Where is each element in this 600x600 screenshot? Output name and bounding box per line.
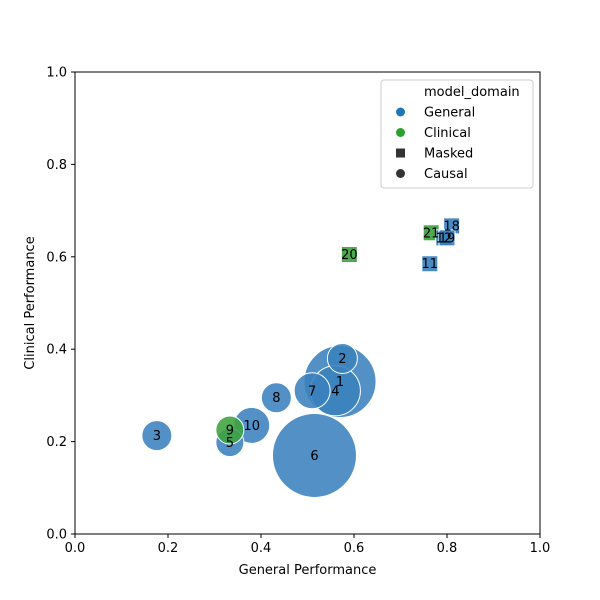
point-marker-6 [271, 412, 357, 498]
point-marker-20 [340, 245, 358, 263]
legend-label-masked: Masked [424, 147, 473, 162]
point-label-12: 12 [435, 231, 452, 246]
legend-label-causal: Causal [424, 167, 468, 182]
legend-marker-masked [396, 148, 405, 158]
x-tick-label: 0.8 [437, 541, 458, 556]
legend-frame [380, 79, 534, 189]
y-tick-label: 0.4 [46, 343, 67, 358]
x-tick-label: 0.0 [65, 541, 86, 556]
plot-frame [74, 71, 541, 535]
point-label-3: 3 [153, 429, 161, 444]
point-label-10: 10 [243, 419, 260, 434]
point-label-21: 21 [423, 226, 440, 241]
x-tick-label: 0.2 [158, 541, 179, 556]
y-tick-label: 0.8 [46, 158, 67, 173]
point-label-2: 2 [338, 352, 346, 367]
point-label-18: 18 [443, 219, 460, 234]
y-tick-label: 0.6 [46, 250, 67, 265]
legend: model_domain General Clinical Masked Causal [380, 79, 534, 189]
x-tick-label: 0.6 [344, 541, 365, 556]
legend-marker-causal [396, 169, 405, 178]
point-marker-2 [326, 342, 358, 374]
legend-marker-clinical [396, 128, 405, 137]
legend-title: model_domain [424, 85, 520, 100]
legend-marker-general [396, 107, 405, 117]
point-marker-19 [438, 229, 456, 247]
point-marker-11 [421, 255, 439, 273]
legend-entries: General Clinical Masked Causal [396, 106, 475, 182]
y-tick-label: 1.0 [46, 66, 67, 81]
legend-label-general: General [424, 106, 475, 121]
point-label-8: 8 [272, 391, 280, 406]
legend-label-clinical: Clinical [424, 126, 471, 141]
y-axis-label: Clinical Performance [23, 236, 38, 369]
point-label-5: 5 [226, 436, 234, 451]
point-label-4: 4 [331, 384, 339, 399]
point-marker-7 [293, 372, 331, 410]
point-marker-3 [141, 420, 173, 452]
y-tick-label: 0.2 [46, 435, 67, 450]
point-label-7: 7 [308, 384, 316, 399]
point-label-11: 11 [422, 257, 439, 272]
x-tick-label: 0.4 [251, 541, 272, 556]
point-marker-9 [215, 415, 245, 445]
point-label-9: 9 [226, 424, 234, 439]
x-tick-label: 1.0 [530, 541, 551, 556]
point-label-19: 19 [439, 231, 456, 246]
ticks-layer: 0.0 0.2 0.4 0.6 0.8 1.0 0.0 0.2 0.4 0.6 0.8 1.0 [46, 66, 550, 557]
point-marker-8 [260, 382, 292, 414]
y-tick-label: 0.0 [46, 528, 67, 543]
point-label-20: 20 [341, 248, 358, 263]
x-axis-label: General Performance [239, 563, 377, 578]
point-label-6: 6 [310, 449, 318, 464]
point-label-1: 1 [336, 375, 344, 390]
